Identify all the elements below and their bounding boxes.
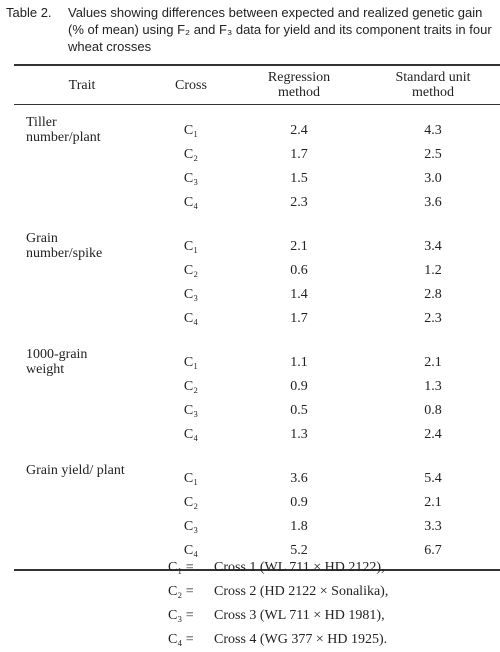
table-row: C₄ 1.3 2.4 [14,423,500,453]
table-cell: C₄ [183,195,199,210]
table-cell: C₁ [183,123,199,138]
header-text: Trait [68,77,96,93]
table-cell: 6.7 [424,543,442,558]
footnote-text: Cross 2 (HD 2122 × Sonalika), [214,584,389,599]
table-cell: C₂ [183,263,199,278]
table-cell: 5.2 [290,543,308,558]
table-row: C₂ 1.7 2.5 [14,143,500,167]
table-cell: 0.5 [290,403,308,418]
trait-text: Tiller number/plant [26,115,101,145]
table-cell: 2.4 [424,427,442,442]
footnote-text: Cross 1 (WL 711 × HD 2122), [214,560,385,575]
table-row: C₄ 5.2 6.7 [14,539,500,570]
caption-text: Values showing differences between expec… [68,5,492,54]
table-cell: 0.8 [424,403,442,418]
table-cell: 3.3 [424,519,442,534]
table-cell: C₂ [183,379,199,394]
table-cell: C₃ [183,171,199,186]
footnote: C₄ = Cross 4 (WG 377 × HD 1925). [168,628,388,652]
column-header: Regression method [232,65,366,105]
trait-text: 1000-grain weight [26,347,88,377]
table-cell: 1.7 [290,147,308,162]
table-row: Grain number/spike C₁ 2.1 3.4 [14,221,500,261]
footnote-symbol: C₄ = [168,632,194,647]
table-row: C₃ 1.5 3.0 [14,167,500,191]
footnote-text: Cross 4 (WG 377 × HD 1925). [214,632,388,647]
table-cell: 2.1 [290,239,308,254]
header-text: Regression method [267,70,331,100]
table-cell: C₁ [183,239,199,254]
trait-cell: Grain number/spike [14,221,150,337]
table-cell: 1.4 [290,287,308,302]
table-cell: 1.1 [290,355,308,370]
table-cell: 0.9 [290,495,308,510]
column-header: Trait [14,65,150,105]
table-cell: 1.3 [290,427,308,442]
footnotes: C₁ = Cross 1 (WL 711 × HD 2122), C₂ = Cross… [168,556,388,652]
table-row: C₄ 2.3 3.6 [14,191,500,221]
column-header: Cross [150,65,232,105]
table-cell: 5.4 [424,471,442,486]
table-cell: C₂ [183,147,199,162]
trait-cell: Tiller number/plant [14,105,150,222]
table-row: C₂ 0.9 2.1 [14,491,500,515]
table-cell: 2.8 [424,287,442,302]
table-cell: 1.2 [424,263,442,278]
trait-cell: Grain yield/ plant [14,453,150,570]
table-row: C₃ 0.5 0.8 [14,399,500,423]
table-cell: C₃ [183,287,199,302]
table: Trait Cross Regression method Standard unit… [14,64,500,571]
caption: Table 2. Values showing differences betw… [6,4,496,55]
table-row: Tiller number/plant C₁ 2.4 4.3 [14,105,500,145]
table-label: Table 2. [6,5,52,20]
table-cell: C₁ [183,355,199,370]
table-cell: 2.5 [424,147,442,162]
footnote: C₃ = Cross 3 (WL 711 × HD 1981), [168,604,388,628]
table-cell: 3.6 [424,195,442,210]
table-cell: C₁ [183,471,199,486]
table-cell: 0.9 [290,379,308,394]
footnote-symbol: C₁ = [168,560,194,575]
table-cell: C₄ [183,311,199,326]
table-row: 1000-grain weight C₁ 1.1 2.1 [14,337,500,377]
table-cell: 2.3 [290,195,308,210]
table-cell: C₂ [183,495,199,510]
table-cell: 3.0 [424,171,442,186]
trait-text: Grain number/spike [26,231,103,261]
header-text: Cross [175,77,207,93]
table-cell: 0.6 [290,263,308,278]
footnote: C₁ = Cross 1 (WL 711 × HD 2122), [168,556,388,580]
table-cell: 1.5 [290,171,308,186]
table-cell: 1.3 [424,379,442,394]
trait-cell: 1000-grain weight [14,337,150,453]
table-row: C₄ 1.7 2.3 [14,307,500,337]
table-cell: C₃ [183,403,199,418]
table-cell: C₃ [183,519,199,534]
trait-text: Grain yield/ plant [26,463,125,478]
table-cell: 2.1 [424,495,442,510]
table-cell: 2.1 [424,355,442,370]
table-cell: 3.4 [424,239,442,254]
table-cell: 2.4 [290,123,308,138]
footnote-symbol: C₃ = [168,608,194,623]
header-text: Standard unit method [395,70,471,100]
table-cell: 1.7 [290,311,308,326]
table-row: C₃ 1.4 2.8 [14,283,500,307]
footnote-symbol: C₂ = [168,584,194,599]
table-cell: 1.8 [290,519,308,534]
table-row: C₃ 1.8 3.3 [14,515,500,539]
table-row: C₂ 0.6 1.2 [14,259,500,283]
table-row: Grain yield/ plant C₁ 3.6 5.4 [14,453,500,491]
footnote-text: Cross 3 (WL 711 × HD 1981), [214,608,385,623]
table-row: C₂ 0.9 1.3 [14,375,500,399]
table-cell: 2.3 [424,311,442,326]
footnote: C₂ = Cross 2 (HD 2122 × Sonalika), [168,580,388,604]
table-cell: C₄ [183,427,199,442]
column-header: Standard unit method [366,65,500,105]
table-cell: 3.6 [290,471,308,486]
table-cell: C₄ [183,543,199,558]
table-cell: 4.3 [424,123,442,138]
header-row: Trait Cross Regression method Standard unit… [14,65,500,105]
